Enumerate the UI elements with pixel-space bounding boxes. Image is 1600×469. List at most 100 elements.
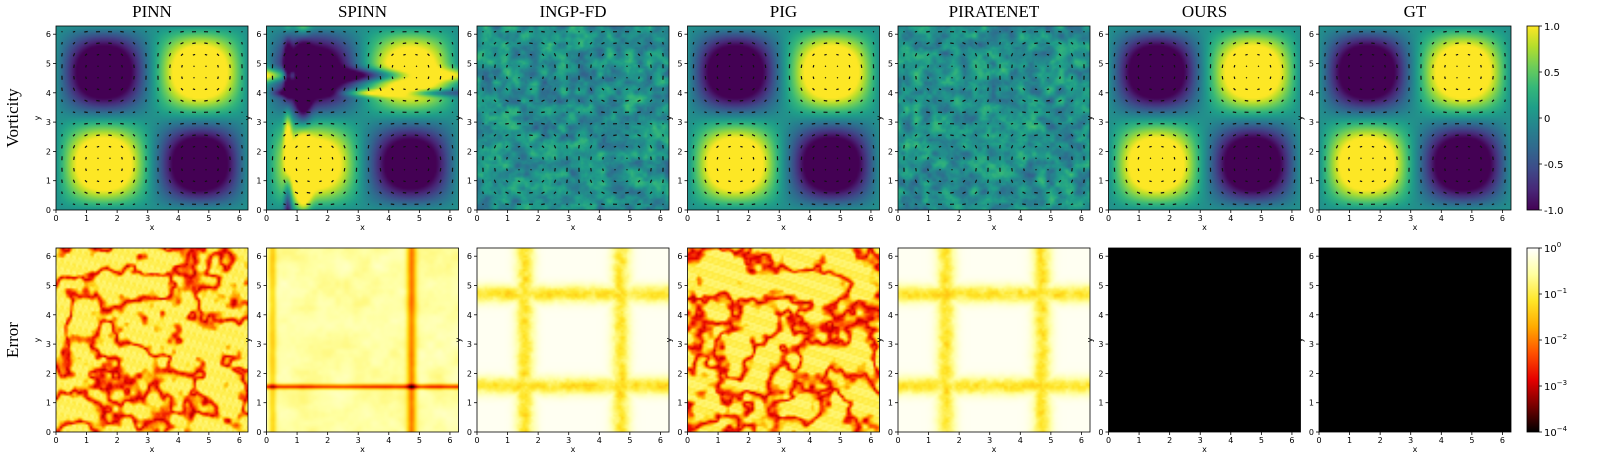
quiver-arrow xyxy=(145,41,147,45)
quiver-arrow xyxy=(800,203,803,206)
quiver-arrow xyxy=(1281,145,1284,149)
x-tick-label: 4 xyxy=(386,214,391,223)
quiver-arrow xyxy=(1113,191,1116,195)
quiver-arrow xyxy=(728,145,731,148)
quiver-arrow xyxy=(1281,179,1284,183)
quiver-arrow xyxy=(1491,122,1495,125)
quiver-arrow xyxy=(228,30,232,33)
quiver-arrow xyxy=(1083,203,1085,206)
quiver-arrow xyxy=(1034,53,1038,56)
quiver-arrow xyxy=(1257,157,1260,160)
quiver-arrow xyxy=(132,111,136,114)
quiver-arrow xyxy=(926,99,930,102)
quiver-arrow xyxy=(132,53,136,57)
quiver-arrow xyxy=(716,168,719,172)
quiver-arrow xyxy=(216,53,220,57)
x-tick-label: 3 xyxy=(1408,214,1413,223)
quiver-arrow xyxy=(1046,88,1050,91)
quiver-arrow xyxy=(872,111,875,114)
quiver-arrow xyxy=(1371,145,1375,148)
x-axis-label: x xyxy=(992,223,997,232)
quiver-arrow xyxy=(1383,134,1387,137)
panel-frame xyxy=(687,25,880,211)
quiver-arrow xyxy=(72,145,76,149)
quiver-arrow xyxy=(1479,179,1483,183)
quiver-arrow xyxy=(566,30,568,33)
quiver-arrow xyxy=(914,191,918,195)
quiver-arrow xyxy=(518,168,520,171)
quiver-arrow xyxy=(180,191,184,194)
quiver-arrow xyxy=(439,99,442,103)
quiver-arrow xyxy=(109,168,111,171)
quiver-arrow xyxy=(1113,30,1116,33)
quiver-arrow xyxy=(950,145,954,148)
quiver-arrow xyxy=(120,87,124,91)
quiver-arrow xyxy=(951,157,953,160)
quiver-arrow xyxy=(1125,133,1128,137)
x-tick-label: 0 xyxy=(895,436,900,445)
y-tick-label: 3 xyxy=(1098,118,1103,127)
quiver-arrow xyxy=(72,111,76,114)
quiver-arrow xyxy=(120,99,124,102)
quiver-arrow xyxy=(193,168,195,171)
quiver-arrow xyxy=(963,168,965,172)
quiver-arrow xyxy=(926,134,930,137)
quiver-arrow xyxy=(1359,53,1363,56)
quiver-arrow xyxy=(1324,203,1326,206)
quiver-arrow xyxy=(283,30,286,33)
quiver-arrow xyxy=(205,76,207,79)
quiver-arrow xyxy=(72,191,76,195)
quiver-arrow xyxy=(812,87,815,91)
quiver-arrow xyxy=(1444,168,1446,172)
quiver-arrow xyxy=(987,133,989,137)
quiver-arrow xyxy=(109,76,111,79)
quiver-arrow xyxy=(307,180,310,183)
quiver-arrow xyxy=(1221,30,1224,33)
quiver-arrow xyxy=(1455,180,1459,183)
quiver-arrow xyxy=(1443,42,1447,45)
quiver-arrow xyxy=(1070,53,1074,57)
x-tick-label: 0 xyxy=(264,214,269,223)
quiver-arrow xyxy=(614,168,616,171)
y-tick-label: 0 xyxy=(46,206,51,215)
quiver-arrow xyxy=(764,53,767,57)
quiver-arrow xyxy=(625,180,629,183)
quiver-field xyxy=(692,30,875,206)
quiver-arrow xyxy=(1408,191,1410,195)
quiver-arrow xyxy=(999,191,1001,195)
quiver-arrow xyxy=(84,42,88,45)
quiver-arrow xyxy=(427,53,430,57)
quiver-arrow xyxy=(505,134,509,137)
quiver-arrow xyxy=(1197,133,1200,137)
quiver-arrow xyxy=(1347,87,1351,91)
quiver-arrow xyxy=(403,53,406,56)
quiver-arrow xyxy=(860,111,863,114)
quiver-arrow xyxy=(848,168,851,172)
quiver-arrow xyxy=(391,145,394,149)
quiver-arrow xyxy=(1335,41,1339,45)
quiver-arrow xyxy=(1444,156,1446,160)
quiver-arrow xyxy=(962,87,966,91)
quiver-arrow xyxy=(764,203,767,206)
quiver-arrow xyxy=(776,191,779,195)
quiver-arrow xyxy=(776,122,779,125)
x-tick-label: 6 xyxy=(1079,214,1084,223)
quiver-arrow xyxy=(451,122,454,125)
heatmap-image xyxy=(1319,26,1511,210)
x-tick-label: 2 xyxy=(325,436,330,445)
quiver-arrow xyxy=(367,191,370,195)
quiver-arrow xyxy=(1420,133,1422,137)
quiver-arrow xyxy=(872,99,875,103)
quiver-arrow xyxy=(1281,122,1284,125)
row-label-vorticity: Vorticity xyxy=(3,88,22,148)
quiver-arrow xyxy=(602,156,604,160)
quiver-arrow xyxy=(530,157,532,160)
quiver-arrow xyxy=(1113,122,1116,125)
quiver-arrow xyxy=(578,191,580,195)
y-tick-label: 5 xyxy=(888,60,893,69)
quiver-arrow xyxy=(926,42,930,45)
quiver-arrow xyxy=(145,191,147,195)
quiver-arrow xyxy=(1046,53,1050,56)
quiver-arrow xyxy=(1431,133,1435,137)
quiver-arrow xyxy=(228,179,232,183)
